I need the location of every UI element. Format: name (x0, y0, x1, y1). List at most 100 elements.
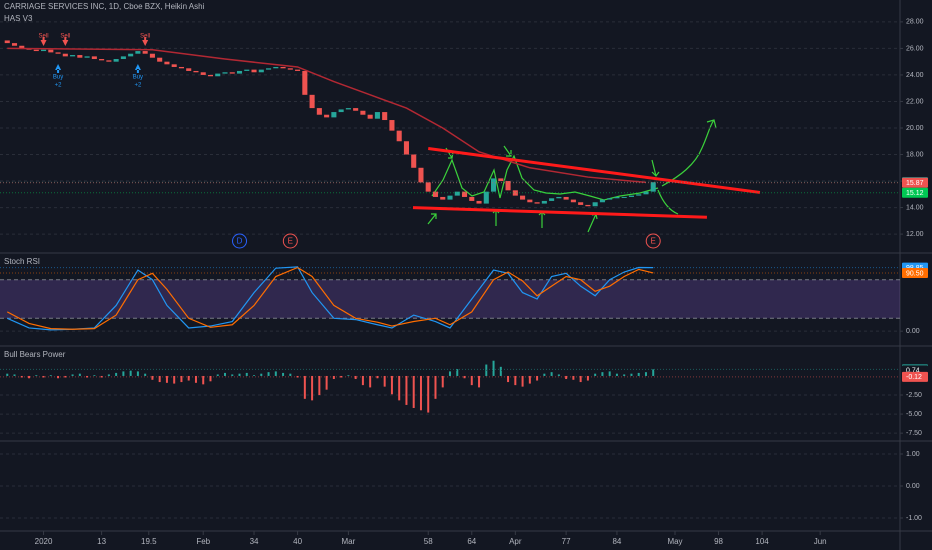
candle (251, 69, 257, 73)
marker-label: Sell (140, 34, 150, 40)
x-tick-label: Jun (814, 537, 827, 546)
bar (282, 372, 285, 376)
candle (403, 141, 409, 155)
candle (149, 53, 155, 58)
candle (19, 45, 25, 49)
bar (361, 375, 364, 386)
bar (557, 374, 560, 376)
price-label: 0.74 (906, 368, 920, 375)
candle (505, 181, 511, 191)
y-tick-label: 0.00 (906, 483, 920, 490)
price-label-box (902, 371, 928, 382)
bar (64, 375, 67, 378)
candle (628, 195, 634, 197)
y-tick-label: -5.00 (906, 411, 922, 418)
candle (324, 114, 330, 118)
candle (258, 69, 264, 73)
bar (412, 375, 415, 408)
candle (592, 202, 598, 207)
candle (498, 178, 504, 182)
candle (556, 196, 562, 199)
candle (171, 64, 177, 67)
y-tick-label: 20.00 (906, 125, 924, 132)
bar (267, 372, 270, 376)
bar (536, 375, 539, 381)
bar (57, 375, 60, 379)
bar (245, 372, 248, 376)
bar (151, 375, 154, 380)
y-tick-label: 24.00 (906, 72, 924, 79)
bar (492, 360, 495, 376)
candle (512, 190, 518, 196)
bar (478, 375, 481, 388)
x-tick-label: 2020 (35, 537, 53, 546)
x-tick-label: 40 (293, 537, 302, 546)
bar (260, 373, 263, 376)
y-tick-label: -2.50 (906, 392, 922, 399)
annotation-arrow (651, 159, 660, 177)
x-tick-label: 104 (755, 537, 769, 546)
chart-title: CARRIAGE SERVICES INC, 1D, Cboe BZX, Hei… (4, 2, 205, 11)
indicator-name: HAS V3 (4, 14, 33, 23)
y-tick-label: 28.00 (906, 19, 924, 26)
marker-arrow (134, 64, 141, 73)
candle (578, 202, 584, 205)
candle (331, 112, 337, 118)
bar (652, 369, 655, 376)
candle (48, 49, 54, 53)
candle (425, 182, 431, 192)
y-tick-label: 22.00 (906, 98, 924, 105)
candle (389, 120, 395, 131)
candle (432, 191, 439, 197)
bar (572, 375, 575, 380)
candle (418, 167, 424, 183)
bar (303, 375, 306, 399)
line (412, 206, 707, 219)
event-label: D (237, 237, 243, 246)
candle (447, 195, 453, 200)
candle (273, 66, 279, 69)
band (0, 279, 900, 319)
candle (563, 196, 569, 200)
bar (93, 375, 96, 376)
x-tick-label: Apr (509, 537, 522, 546)
event-label: E (288, 237, 293, 246)
bar (13, 374, 16, 376)
candle (186, 68, 192, 71)
bar (231, 374, 234, 376)
price-label: 15.12 (906, 190, 924, 197)
bar (398, 375, 401, 401)
marker-arrow (142, 37, 149, 46)
candle (178, 66, 184, 69)
bar (499, 366, 502, 376)
bar (521, 375, 524, 387)
bar (470, 375, 473, 386)
candle (360, 110, 366, 115)
line (7, 266, 654, 331)
marker-label: Sell (60, 34, 70, 40)
bar (28, 375, 31, 379)
annotation-arrow (503, 145, 512, 157)
y-tick-label: 12.00 (906, 231, 924, 238)
candle (99, 59, 105, 61)
event-marker (282, 233, 298, 249)
candle (541, 200, 547, 204)
marker-detail: +2 (55, 83, 63, 89)
candle (411, 154, 417, 168)
candle (599, 199, 605, 203)
bar (434, 375, 437, 399)
x-tick-label: Mar (341, 537, 355, 546)
bar (6, 373, 9, 376)
y-tick-label: 14.00 (906, 204, 924, 211)
bar (579, 375, 582, 383)
candle (520, 195, 526, 200)
candle (353, 108, 359, 111)
y-tick-label: 26.00 (906, 45, 924, 52)
bar (376, 375, 379, 379)
candle (367, 114, 373, 119)
x-tick-label: 84 (612, 537, 621, 546)
bar (238, 373, 241, 376)
bar (318, 375, 321, 396)
candle (33, 49, 39, 52)
